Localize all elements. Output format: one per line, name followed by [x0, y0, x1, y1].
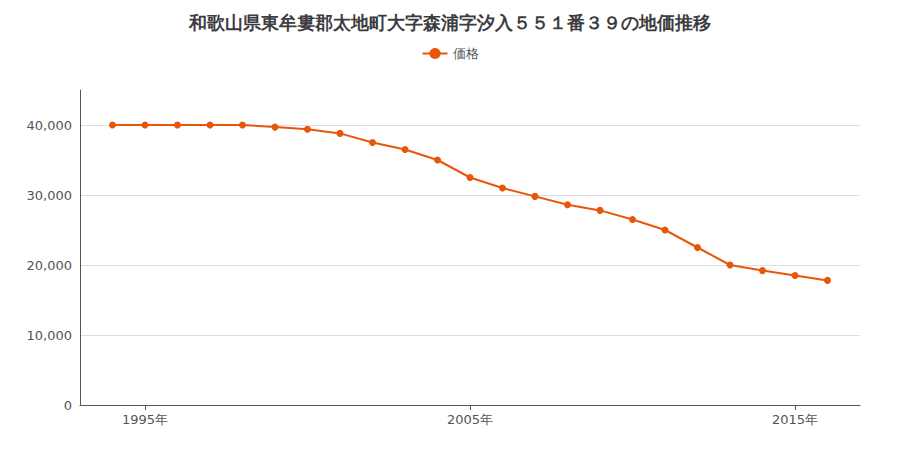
svg-text:40,000: 40,000	[27, 118, 73, 133]
svg-text:1995年: 1995年	[122, 412, 168, 427]
svg-text:30,000: 30,000	[27, 188, 73, 203]
svg-text:10,000: 10,000	[27, 328, 73, 343]
svg-text:20,000: 20,000	[27, 258, 73, 273]
svg-text:価格: 価格	[453, 46, 479, 61]
svg-text:0: 0	[64, 398, 72, 413]
svg-text:2015年: 2015年	[772, 412, 818, 427]
svg-text:2005年: 2005年	[447, 412, 493, 427]
svg-text:和歌山県東牟婁郡太地町大字森浦字汐入５５１番３９の地価推移: 和歌山県東牟婁郡太地町大字森浦字汐入５５１番３９の地価推移	[188, 12, 711, 33]
